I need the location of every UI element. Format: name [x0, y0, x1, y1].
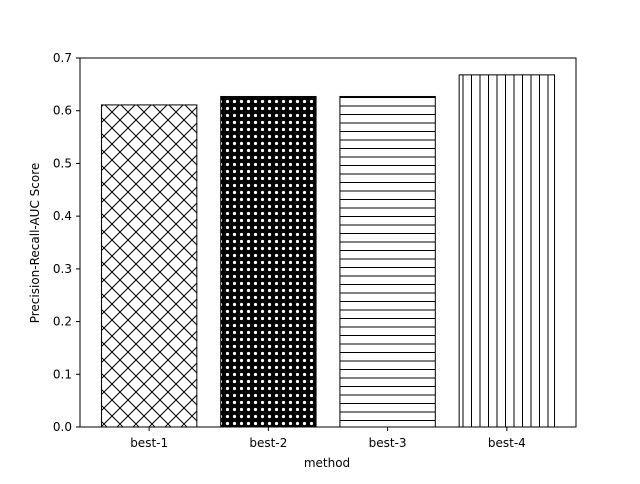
bar-best-4: [458, 74, 556, 428]
x-axis-label: method: [304, 456, 350, 470]
y-tick-label: 0.3: [53, 262, 72, 276]
y-tick-label: 0.0: [53, 420, 72, 434]
bar-best-3: [339, 95, 436, 428]
y-tick-label: 0.1: [53, 367, 72, 381]
x-tick-label: best-1: [130, 436, 168, 450]
bar-best-2: [220, 95, 317, 428]
axes-layer: best-1 best-2 best-3 best-4 0.0 0.1 0.2 0.3 0.4 0…: [53, 51, 577, 450]
x-tick-label: best-3: [369, 436, 407, 450]
plot-frame: [79, 57, 577, 428]
bars-layer: [100, 74, 556, 428]
x-tick-label: best-2: [249, 436, 287, 450]
y-tick-label: 0.6: [53, 104, 72, 118]
x-tick-label: best-4: [488, 436, 526, 450]
y-tick-label: 0.7: [53, 51, 72, 65]
y-tick-label: 0.5: [53, 156, 72, 170]
y-tick-label: 0.4: [53, 209, 72, 223]
y-axis-label: Precision-Recall-AUC Score: [28, 163, 42, 324]
y-tick-label: 0.2: [53, 315, 72, 329]
bar-best-1: [100, 104, 198, 428]
